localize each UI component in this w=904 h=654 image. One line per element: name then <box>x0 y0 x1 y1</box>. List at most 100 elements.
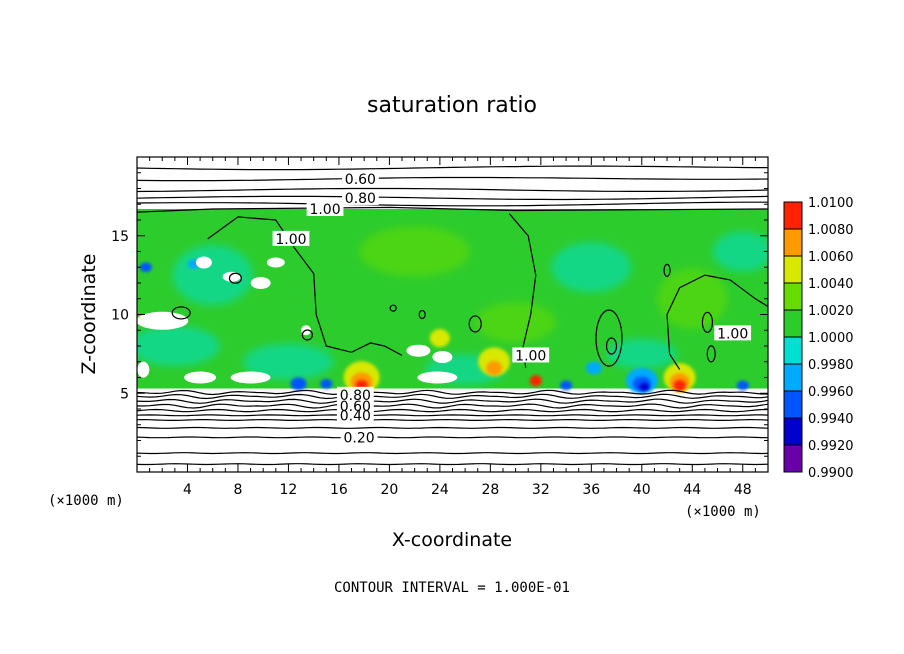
field-variation <box>359 226 470 277</box>
x-unit-label: (×1000 m) <box>685 504 761 520</box>
contour-label: 0.60 <box>340 399 371 415</box>
contour-label-bg <box>272 230 310 246</box>
contour-label-bg <box>341 171 379 187</box>
contour-line <box>137 414 768 417</box>
subsaturation-spot <box>736 380 749 391</box>
colorbar-label: 0.9920 <box>808 439 854 454</box>
field-variation <box>137 326 220 366</box>
contour-label-bg <box>306 200 344 216</box>
contour-line <box>137 418 768 421</box>
contour-line <box>137 436 768 439</box>
contour-line <box>137 452 768 455</box>
field-variation <box>606 338 677 369</box>
unsaturated-region <box>266 257 285 268</box>
y-tick-label: 5 <box>120 386 129 402</box>
subsaturation-spot <box>585 361 602 375</box>
contour-label: 1.00 <box>717 326 748 342</box>
contour-line <box>137 165 768 171</box>
x-tick-label: 8 <box>233 482 242 498</box>
colorbar-label: 0.9940 <box>808 412 854 427</box>
supersaturation-spot <box>673 379 686 391</box>
unsaturated-region <box>137 311 189 330</box>
contour-line <box>663 263 671 277</box>
contour-line <box>137 206 768 213</box>
colorbar-segment <box>784 229 802 256</box>
contour-line <box>137 176 768 182</box>
colorbar-segment <box>784 391 802 418</box>
colorbar-label: 1.0040 <box>808 277 854 292</box>
subsaturation-spot <box>320 379 333 389</box>
y-unit-label: (×1000 m) <box>48 493 124 509</box>
x-axis-label: X-coordinate <box>392 529 512 551</box>
colorbar-segment <box>784 202 802 229</box>
contour-label: 1.00 <box>309 202 340 218</box>
colorbar-label: 1.0080 <box>808 223 854 238</box>
x-tick-label: 16 <box>330 482 348 498</box>
y-axis-label: Z-coordinate <box>78 254 100 375</box>
contour-label: 0.40 <box>340 408 371 424</box>
supersaturation-spot <box>486 360 503 376</box>
contour-label: 0.80 <box>340 388 371 404</box>
subsaturation-spot <box>560 380 573 391</box>
y-tick-label: 15 <box>111 229 129 245</box>
colorbar-segment <box>784 310 802 337</box>
unsaturated-region <box>406 344 431 357</box>
contour-line <box>137 389 768 396</box>
field-variation <box>475 302 556 343</box>
field-variation <box>551 242 632 293</box>
field-variation <box>712 231 768 272</box>
colorbar-label: 0.9960 <box>808 385 854 400</box>
contour-label-bg <box>340 429 378 445</box>
contour-line <box>137 187 768 193</box>
contour-line <box>701 311 714 333</box>
unsaturated-region <box>230 371 271 384</box>
x-tick-label: 36 <box>582 482 600 498</box>
contour-line <box>595 309 623 367</box>
colorbar-label: 1.0060 <box>808 250 854 265</box>
contour-label: 0.80 <box>345 191 376 207</box>
contour-line <box>228 272 243 284</box>
contour-line <box>468 315 482 333</box>
contour-line <box>137 201 768 207</box>
contour-line <box>605 337 618 355</box>
contour-line <box>137 398 768 404</box>
contour-line <box>137 463 768 466</box>
x-tick-label: 24 <box>431 482 449 498</box>
unsaturated-region <box>417 371 458 384</box>
contour-label: 0.20 <box>344 430 375 446</box>
contour-line <box>389 304 397 312</box>
colorbar-segment <box>784 283 802 310</box>
colorbar-segment <box>784 256 802 283</box>
contour-line <box>137 426 768 429</box>
contour-line <box>137 403 768 409</box>
subsaturation-spot <box>639 382 650 391</box>
contour-line <box>666 314 681 370</box>
chart-title: saturation ratio <box>367 93 537 118</box>
contour-label-bg <box>336 407 374 423</box>
x-tick-label: 40 <box>633 482 651 498</box>
contour-label-bg <box>714 325 752 341</box>
plot-area <box>137 157 768 472</box>
subsaturation-spot <box>290 377 307 391</box>
colorbar-segment <box>784 364 802 391</box>
x-tick-label: 48 <box>734 482 752 498</box>
colorbar-label: 1.0100 <box>808 196 854 211</box>
contour-label: 1.00 <box>515 348 546 364</box>
contour-line <box>171 306 191 320</box>
supersaturation-spot <box>429 329 450 348</box>
x-tick-label: 28 <box>481 482 499 498</box>
colorbar-segment <box>784 418 802 445</box>
unsaturated-region <box>222 271 241 282</box>
contour-label-bg <box>512 347 550 363</box>
unsaturated-region <box>432 351 453 364</box>
contour-line <box>666 274 768 315</box>
contour-line <box>207 216 403 356</box>
colorbar-label: 1.0020 <box>808 304 854 319</box>
contour-line <box>706 345 716 363</box>
contour-label: 0.60 <box>345 172 376 188</box>
colorbar-label: 1.0000 <box>808 331 854 346</box>
unsaturated-region <box>195 256 212 269</box>
x-tick-label: 44 <box>683 482 701 498</box>
contour-line <box>301 329 313 341</box>
